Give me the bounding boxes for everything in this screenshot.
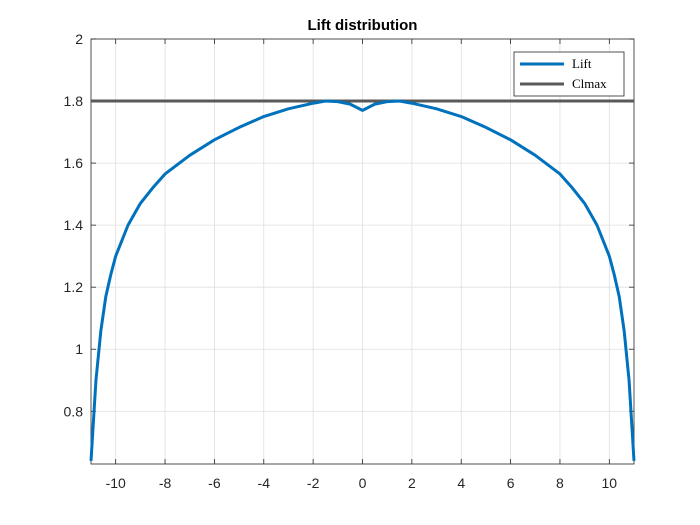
x-tick-label: -6: [208, 475, 221, 491]
x-tick-label: 2: [408, 475, 416, 491]
legend-label-lift: Lift: [572, 56, 592, 71]
y-tick-label: 1: [75, 341, 83, 357]
x-tick-label: 0: [359, 475, 367, 491]
ticks: -10 -8 -6 -4 -2 0 2 4 6 8 10 0.8 1 1.2 1.4 1.6 1.8 2: [64, 31, 634, 491]
legend: Lift Clmax: [513, 51, 625, 97]
y-tick-label: 2: [75, 31, 83, 47]
chart-title: Lift distribution: [308, 17, 418, 34]
y-tick-label: 1.4: [64, 217, 84, 233]
x-tick-label: 8: [556, 475, 564, 491]
legend-label-clmax: Clmax: [572, 76, 607, 91]
grid: [91, 38, 634, 464]
x-tick-label: 6: [507, 475, 515, 491]
series: [89, 99, 636, 461]
x-tick-label: -4: [258, 475, 271, 491]
x-tick-label: 10: [602, 475, 618, 491]
y-tick-label: 0.8: [64, 403, 84, 419]
y-tick-label: 1.6: [64, 155, 84, 171]
x-tick-label: -10: [106, 475, 126, 491]
x-tick-label: 4: [457, 475, 465, 491]
x-tick-label: -8: [159, 475, 172, 491]
y-tick-label: 1.8: [64, 93, 84, 109]
legend-box: [513, 51, 625, 97]
series-line-lift: [89, 99, 636, 461]
x-tick-label: -2: [307, 475, 320, 491]
y-tick-label: 1.2: [64, 279, 84, 295]
